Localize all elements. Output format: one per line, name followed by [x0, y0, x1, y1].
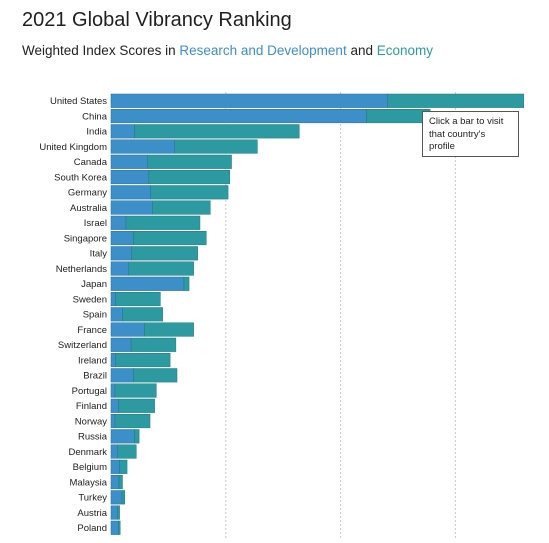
subtitle-joiner: and	[346, 43, 377, 58]
bar-research-brazil[interactable]	[110, 368, 134, 383]
bar-economy-singapore[interactable]	[133, 231, 207, 246]
category-label-malaysia: Malaysia	[70, 477, 108, 488]
bar-economy-turkey[interactable]	[121, 490, 126, 505]
bar-research-austria[interactable]	[110, 505, 118, 520]
category-label-china: China	[82, 111, 108, 122]
category-label-australia: Australia	[70, 203, 108, 214]
bar-research-denmark[interactable]	[110, 444, 118, 459]
bar-research-norway[interactable]	[110, 414, 116, 429]
category-label-germany: Germany	[68, 188, 107, 199]
bar-research-belgium[interactable]	[110, 459, 120, 474]
bar-economy-denmark[interactable]	[117, 444, 137, 459]
bar-research-malaysia[interactable]	[110, 475, 120, 490]
category-label-canada: Canada	[74, 157, 108, 168]
bar-research-portugal[interactable]	[110, 383, 116, 398]
bar-economy-brazil[interactable]	[133, 368, 178, 383]
bar-research-canada[interactable]	[110, 154, 148, 169]
category-label-brazil: Brazil	[83, 371, 107, 382]
bar-research-united-kingdom[interactable]	[110, 139, 175, 154]
category-label-turkey: Turkey	[78, 493, 107, 504]
bar-research-italy[interactable]	[110, 246, 132, 261]
bar-research-ireland[interactable]	[110, 353, 116, 368]
bar-research-switzerland[interactable]	[110, 337, 132, 352]
bar-economy-austria[interactable]	[117, 505, 120, 520]
legend-economy: Economy	[376, 43, 434, 58]
bar-research-poland[interactable]	[110, 520, 119, 535]
bar-economy-switzerland[interactable]	[130, 337, 177, 352]
category-label-denmark: Denmark	[68, 447, 107, 458]
bar-research-australia[interactable]	[110, 200, 153, 215]
category-label-spain: Spain	[83, 310, 107, 321]
bar-research-germany[interactable]	[110, 185, 151, 200]
bar-economy-russia[interactable]	[134, 429, 140, 444]
bar-research-finland[interactable]	[110, 398, 119, 413]
bar-research-russia[interactable]	[110, 429, 135, 444]
bar-research-india[interactable]	[110, 124, 135, 139]
tooltip: Click a bar to visit that country's prof…	[422, 111, 519, 157]
bar-economy-malaysia[interactable]	[118, 475, 123, 490]
chart-title: 2021 Global Vibrancy Ranking	[22, 9, 292, 31]
category-label-sweden: Sweden	[73, 294, 107, 305]
bar-economy-poland[interactable]	[118, 520, 121, 535]
category-label-belgium: Belgium	[73, 462, 107, 473]
category-label-united-states: United States	[50, 96, 107, 107]
bar-economy-australia[interactable]	[152, 200, 211, 215]
bar-economy-italy[interactable]	[131, 246, 198, 261]
category-label-italy: Italy	[90, 249, 108, 260]
category-label-united-kingdom: United Kingdom	[39, 142, 107, 153]
category-label-poland: Poland	[77, 523, 107, 534]
bar-economy-united-kingdom[interactable]	[174, 139, 258, 154]
bars	[110, 93, 524, 535]
category-label-ireland: Ireland	[78, 355, 107, 366]
bar-economy-finland[interactable]	[118, 398, 155, 413]
bar-research-netherlands[interactable]	[110, 261, 130, 276]
bar-research-spain[interactable]	[110, 307, 123, 322]
legend-research-and-development: Research and Development	[179, 43, 347, 58]
bar-economy-india[interactable]	[134, 124, 300, 139]
chart-subtitle: Weighted Index Scores in Research and De…	[22, 43, 433, 58]
category-label-south-korea: South Korea	[54, 172, 108, 183]
bar-economy-portugal[interactable]	[114, 383, 157, 398]
bar-economy-germany[interactable]	[150, 185, 229, 200]
bar-economy-norway[interactable]	[114, 414, 151, 429]
category-label-singapore: Singapore	[64, 233, 107, 244]
bar-research-united-states[interactable]	[110, 93, 388, 108]
category-label-netherlands: Netherlands	[56, 264, 107, 275]
bar-economy-japan[interactable]	[183, 276, 190, 291]
category-label-finland: Finland	[76, 401, 107, 412]
category-label-austria: Austria	[77, 508, 107, 519]
gridlines	[225, 92, 456, 540]
bar-research-france[interactable]	[110, 322, 145, 337]
bar-economy-france[interactable]	[144, 322, 194, 337]
category-label-india: India	[86, 127, 107, 138]
bar-research-israel[interactable]	[110, 215, 127, 230]
bar-economy-ireland[interactable]	[115, 353, 171, 368]
category-label-portugal: Portugal	[72, 386, 107, 397]
bar-economy-spain[interactable]	[122, 307, 163, 322]
subtitle-prefix: Weighted Index Scores in	[22, 43, 180, 58]
bar-research-turkey[interactable]	[110, 490, 123, 505]
bar-economy-netherlands[interactable]	[128, 261, 194, 276]
bar-economy-south-korea[interactable]	[148, 170, 231, 185]
bar-economy-united-states[interactable]	[387, 93, 524, 108]
bar-economy-israel[interactable]	[125, 215, 201, 230]
category-label-israel: Israel	[84, 218, 107, 229]
bar-economy-canada[interactable]	[147, 154, 232, 169]
bar-research-sweden[interactable]	[110, 292, 116, 307]
bar-research-japan[interactable]	[110, 276, 185, 291]
bar-economy-sweden[interactable]	[115, 292, 161, 307]
bar-research-china[interactable]	[110, 109, 367, 124]
category-label-japan: Japan	[81, 279, 107, 290]
bar-research-singapore[interactable]	[110, 231, 134, 246]
category-label-switzerland: Switzerland	[58, 340, 107, 351]
category-labels: United States China India United Kingdom Can…	[39, 96, 107, 534]
category-label-russia: Russia	[78, 432, 108, 443]
bar-economy-belgium[interactable]	[119, 459, 128, 474]
bar-research-south-korea[interactable]	[110, 170, 150, 185]
bar-economy-china[interactable]	[366, 109, 431, 124]
category-label-france: France	[77, 325, 107, 336]
category-label-norway: Norway	[75, 416, 107, 427]
